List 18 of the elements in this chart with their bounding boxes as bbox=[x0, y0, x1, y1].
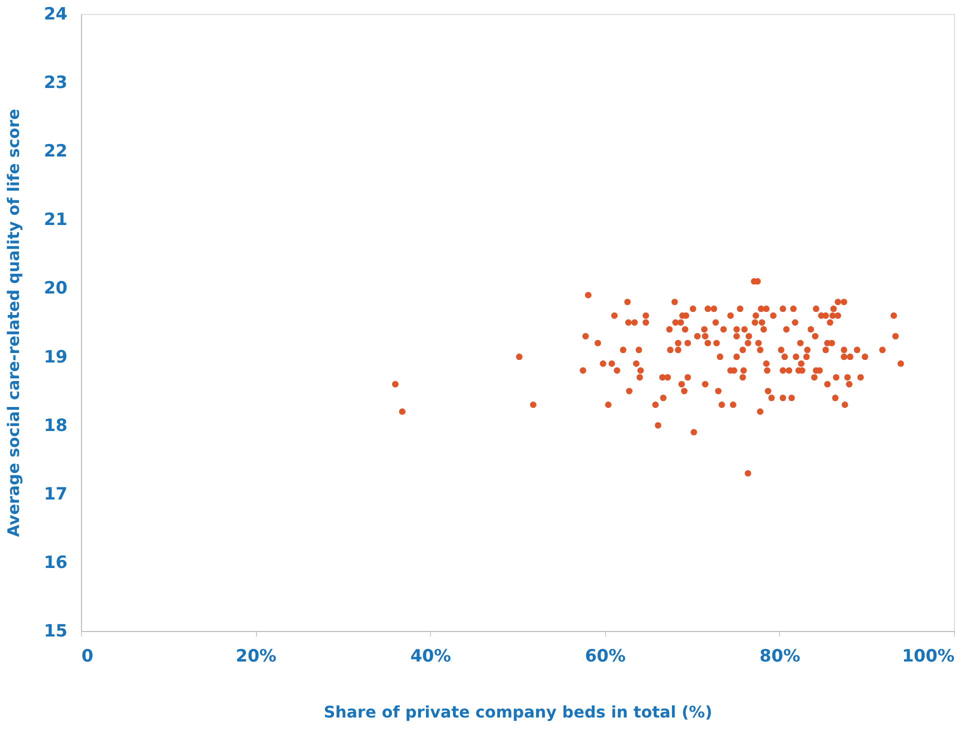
y-tick-label: 17 bbox=[44, 484, 68, 504]
y-tick-label: 16 bbox=[44, 552, 68, 573]
x-tick-label: 80% bbox=[760, 646, 800, 666]
y-tick-label: 19 bbox=[44, 347, 68, 368]
x-axis-title: Share of private company beds in total (%) bbox=[324, 702, 712, 722]
x-tick-label: 40% bbox=[410, 646, 452, 666]
y-tick-label: 15 bbox=[44, 622, 68, 642]
y-tick-label: 18 bbox=[44, 416, 68, 436]
x-tick-label: 60% bbox=[584, 646, 626, 666]
y-axis-title: Average social care-related quality of life score bbox=[4, 108, 23, 538]
x-tick-label: 0 bbox=[82, 646, 94, 666]
y-tick-label: 23 bbox=[44, 73, 68, 94]
y-tick-label: 20 bbox=[44, 278, 68, 299]
y-tick-label: 21 bbox=[44, 210, 68, 230]
x-tick-label: 100% bbox=[902, 646, 954, 666]
y-tick-label: 24 bbox=[44, 4, 68, 24]
x-tick-label: 20% bbox=[236, 646, 276, 666]
y-tick-label: 22 bbox=[44, 142, 68, 162]
